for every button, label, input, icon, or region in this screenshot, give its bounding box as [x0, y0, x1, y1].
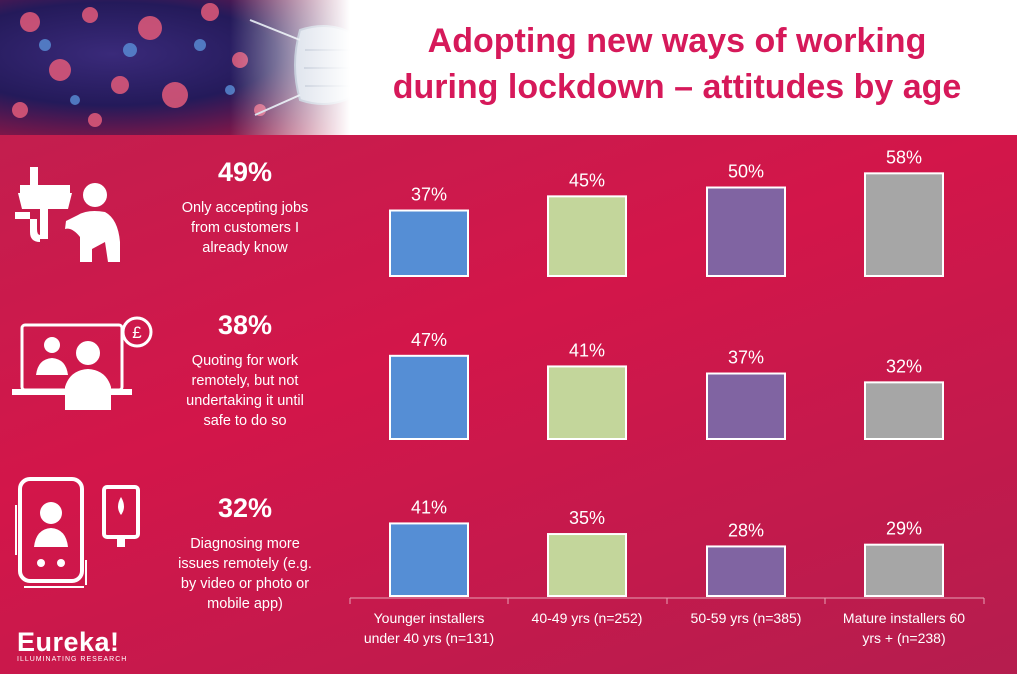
bar-panel3-cat3 — [706, 545, 786, 598]
plumber-icon — [15, 167, 120, 262]
data-label: 47% — [411, 330, 447, 350]
metric-block-2: 38% Quoting for work remotely, but not u… — [150, 310, 340, 431]
x-tick-label: 40-49 yrs (n=252) — [531, 610, 643, 626]
bar-chart: 37% 45% 50% 58% 47% 41% 37% 32% 41% 35% 28% 29% You… — [0, 135, 1017, 674]
virus-mask-image — [0, 0, 372, 135]
metric-percent: 49% — [217, 157, 273, 187]
bar-panel3-cat1 — [389, 522, 469, 597]
bar-panel2-cat3 — [706, 372, 786, 440]
bar-panel2-cat4 — [864, 381, 944, 440]
metric-block-3: 32% Diagnosing more issues remotely (e.g… — [150, 493, 340, 614]
data-label: 37% — [411, 185, 447, 205]
x-tick-label: Mature installers 60 yrs + (n=238) — [842, 610, 966, 646]
metric-block-1: 49% Only accepting jobs from customers I… — [150, 157, 340, 258]
eureka-logo: Eureka! ILLUMINATING RESEARCH — [17, 627, 128, 663]
x-tick-label: 50-59 yrs (n=385) — [690, 610, 802, 626]
main-panel: £ — [0, 135, 1017, 674]
data-label: 45% — [569, 170, 605, 190]
metric-description: Diagnosing more issues remotely (e.g. by… — [178, 536, 312, 612]
bar-panel1-cat1 — [389, 209, 469, 277]
video-call-quote-icon: £ — [12, 316, 153, 410]
bar-panel2-cat2 — [547, 365, 627, 440]
bar-panel1-cat4 — [864, 172, 944, 278]
page-title: Adopting new ways of working during lock… — [372, 18, 982, 110]
title-line-1: Adopting new ways of working — [427, 22, 927, 60]
title-line-2: during lockdown – attitudes by age — [392, 68, 962, 106]
mobile-diagnosis-icon — [15, 477, 140, 588]
x-tick-label: Younger installers under 40 yrs (n=131) — [363, 610, 495, 646]
metric-description: Quoting for work remotely, but not under… — [186, 353, 304, 429]
data-label: 28% — [728, 520, 764, 540]
header: Adopting new ways of working during lock… — [0, 0, 1017, 135]
metric-description: Only accepting jobs from customers I alr… — [181, 200, 309, 256]
data-label: 32% — [886, 356, 922, 376]
bar-panel2-cat1 — [389, 354, 469, 440]
metric-percent: 38% — [217, 310, 273, 340]
chart-svg: 37% 45% 50% 58% 47% 41% 37% 32% 41% 35% 28% 29% — [349, 147, 985, 604]
data-label: 41% — [411, 497, 447, 517]
svg-text:£: £ — [132, 323, 142, 342]
data-label: 37% — [728, 348, 764, 368]
bar-panel1-cat2 — [547, 195, 627, 277]
data-label: 29% — [886, 519, 922, 539]
data-label: 35% — [569, 508, 605, 528]
bar-panel1-cat3 — [706, 186, 786, 277]
bar-panel3-cat2 — [547, 533, 627, 597]
metric-percent: 32% — [217, 493, 273, 523]
bar-panel3-cat4 — [864, 543, 944, 598]
data-label: 50% — [728, 162, 764, 182]
data-label: 41% — [569, 340, 605, 360]
data-label: 58% — [886, 147, 922, 167]
